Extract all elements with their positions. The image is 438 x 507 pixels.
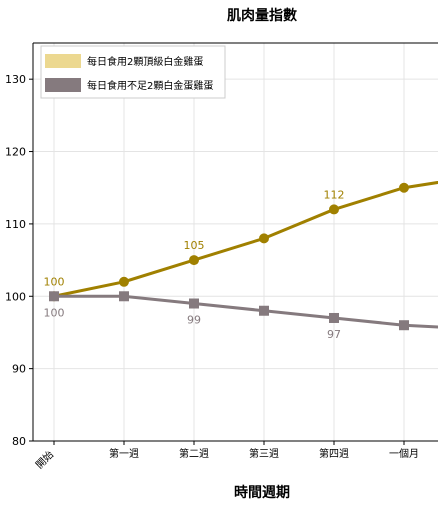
data-point: [49, 291, 59, 302]
y-tick-label: 120: [5, 146, 26, 159]
data-point: [189, 255, 199, 266]
legend-swatch: [45, 78, 81, 92]
axes: 80 90 100 110 120 130 開始 第一週 第二週 第三週 第四週 一個月: [5, 42, 438, 471]
x-tick-label: 第四週: [319, 447, 349, 460]
x-tick-label: 第三週: [249, 447, 279, 460]
series-line: [53, 180, 438, 298]
chart-title: 肌肉量指數: [227, 7, 297, 24]
y-tick-label: 110: [5, 218, 26, 231]
x-tick-label: 第二週: [179, 447, 209, 460]
x-tick-label: 一個月: [389, 447, 419, 460]
y-tick-label: 100: [5, 290, 26, 303]
data-label: 100: [44, 275, 65, 288]
y-tick-label: 80: [12, 435, 26, 448]
data-point: [399, 182, 409, 193]
data-point: [399, 320, 409, 331]
data-point: [259, 305, 269, 316]
data-point: [119, 291, 129, 302]
data-label: 99: [187, 314, 201, 327]
y-tick-label: 90: [12, 363, 26, 376]
x-tick-label: 開始: [33, 448, 56, 471]
data-point: [119, 276, 129, 287]
grid: [33, 43, 438, 442]
legend-label: 每日食用不足2顆白金蛋雞蛋: [87, 79, 213, 92]
data-label: 97: [327, 328, 341, 341]
data-point: [329, 204, 339, 215]
series-layer: [49, 180, 438, 331]
x-axis-title: 時間週期: [234, 484, 290, 501]
data-point: [329, 312, 339, 323]
data-label: 100: [44, 306, 65, 319]
data-label: 105: [184, 239, 205, 252]
y-tick-label: 130: [5, 73, 26, 86]
series-line: [54, 294, 438, 329]
legend-label: 每日食用2顆頂級白金雞蛋: [87, 55, 203, 68]
data-point: [259, 233, 269, 244]
data-labels: 100 105 112 100 99 97: [44, 188, 345, 341]
data-label: 112: [324, 188, 345, 201]
x-tick-label: 第一週: [109, 447, 139, 460]
data-point: [189, 298, 199, 309]
legend-swatch: [45, 54, 81, 68]
